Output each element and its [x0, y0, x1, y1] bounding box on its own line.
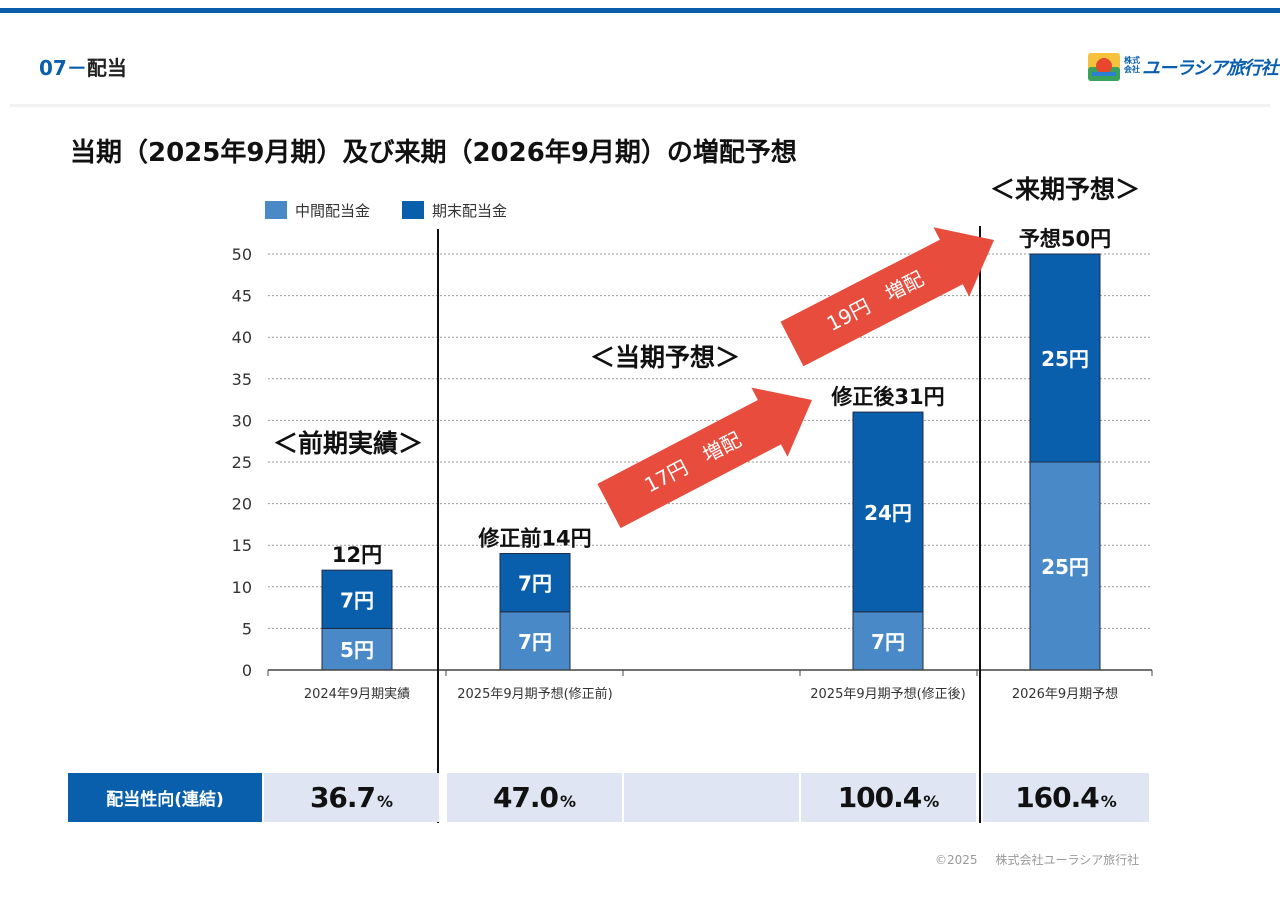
- footer: ©2025 株式会社ユーラシア旅行社: [935, 851, 1139, 868]
- y-tick-label: 15: [232, 536, 252, 555]
- legend-swatch: [265, 201, 287, 219]
- bar-year-end-dividend: [499, 553, 571, 613]
- payout-unit: %: [923, 792, 940, 811]
- payout-cell: 100.4%: [801, 773, 976, 822]
- payout-unit: %: [377, 792, 394, 811]
- bar-total-label: 12円: [332, 543, 382, 567]
- y-axis-ticks: 0 5 10 15 20 25 30 35 40 45 50: [232, 245, 252, 680]
- period-label: ＜来期予想＞: [990, 175, 1140, 204]
- x-axis-ticks: 2024年9月期実績 2025年9月期予想(修正前) 2025年9月期予想(修正後)…: [267, 669, 1153, 702]
- payout-value: 47.0: [492, 781, 559, 814]
- data-labels: 5円 7円 12円 7円 7円 修正前14円 7円 24円 修正後31円 25円 25円 予想50円: [332, 227, 1111, 662]
- bar-value-label: 25円: [1041, 555, 1089, 579]
- x-tick-label: 2026年9月期予想: [1012, 686, 1118, 702]
- arrow-shape: [597, 387, 812, 529]
- section-separator: －: [66, 56, 87, 80]
- legend: 中間配当金 期末配当金: [265, 201, 507, 220]
- x-tick-label: 2025年9月期予想(修正前): [457, 686, 613, 702]
- logo-company-name: ユーラシア旅行社: [1142, 58, 1279, 79]
- period-label: ＜当期予想＞: [590, 343, 740, 372]
- payout-value: 160.4: [1015, 781, 1100, 814]
- bar-value-label: 24円: [864, 501, 912, 525]
- footer-company: 株式会社ユーラシア旅行社: [995, 853, 1140, 867]
- increase-arrow: 17円 増配: [597, 387, 812, 529]
- period-label: ＜前期実績＞: [273, 429, 423, 458]
- payout-cell: 160.4%: [983, 773, 1149, 822]
- payout-cell: 47.0%: [447, 773, 622, 822]
- bar-value-label: 7円: [518, 572, 552, 596]
- y-tick-label: 30: [232, 411, 252, 430]
- bar-year-end-dividend: [321, 569, 393, 629]
- bar-interim-dividend: [1029, 461, 1101, 671]
- logo-kabu-text: 株式会社: [1124, 56, 1140, 74]
- payout-value: 36.7: [309, 781, 376, 814]
- legend-label: 期末配当金: [432, 202, 507, 220]
- y-tick-label: 5: [242, 619, 252, 638]
- page-title: 当期（2025年9月期）及び来期（2026年9月期）の増配予想: [70, 138, 797, 168]
- legend-label: 中間配当金: [295, 202, 370, 220]
- bar-year-end-dividend: [852, 411, 924, 613]
- y-tick-label: 0: [242, 661, 252, 680]
- footer-copyright: ©2025: [935, 853, 978, 867]
- y-tick-label: 40: [232, 328, 252, 347]
- payout-value: 100.4: [837, 781, 923, 814]
- period-dividers: [437, 226, 981, 823]
- header-divider: [10, 104, 1270, 107]
- bar-value-label: 7円: [340, 588, 374, 612]
- company-logo: 株式会社 ユーラシア旅行社: [1086, 50, 1279, 84]
- bar-total-label: 修正前14円: [477, 527, 591, 551]
- bar-total-label: 修正後31円: [830, 385, 944, 409]
- payout-cell: 36.7%: [264, 773, 439, 822]
- x-tick-label: 2024年9月期実績: [304, 686, 410, 702]
- increase-arrow: 19円 増配: [780, 227, 994, 367]
- bar-year-end-dividend: [1029, 253, 1101, 463]
- y-tick-label: 50: [232, 245, 252, 264]
- section-label: 配当: [86, 56, 127, 80]
- bar-value-label: 25円: [1041, 347, 1089, 371]
- y-tick-label: 10: [232, 578, 252, 597]
- section-title: 07－配当: [39, 52, 127, 81]
- y-tick-label: 45: [232, 287, 252, 306]
- bar-value-label: 5円: [340, 638, 374, 662]
- bar-interim-dividend: [321, 627, 393, 671]
- y-tick-label: 35: [232, 370, 252, 389]
- bar-total-label: 予想50円: [1019, 227, 1111, 251]
- payout-ratio-label: 配当性向(連結): [68, 773, 262, 822]
- section-number: 07: [39, 56, 67, 80]
- y-tick-label: 25: [232, 453, 252, 472]
- logo-globe-icon: [1088, 53, 1120, 81]
- payout-unit: %: [560, 792, 577, 811]
- top-accent-bar: [0, 8, 1280, 13]
- bars: [321, 253, 1101, 671]
- period-labels: ＜前期実績＞ ＜当期予想＞ ＜来期予想＞: [273, 175, 1140, 458]
- y-tick-label: 20: [232, 495, 252, 514]
- increase-arrows: 17円 増配 19円 増配: [597, 227, 994, 529]
- bar-interim-dividend: [499, 611, 571, 671]
- legend-swatch: [402, 201, 424, 219]
- bar-value-label: 7円: [871, 630, 905, 654]
- payout-unit: %: [1100, 792, 1117, 811]
- bar-value-label: 7円: [518, 630, 552, 654]
- x-tick-label: 2025年9月期予想(修正後): [810, 686, 966, 702]
- arrow-shape: [780, 227, 994, 367]
- payout-cell-empty: [624, 773, 799, 822]
